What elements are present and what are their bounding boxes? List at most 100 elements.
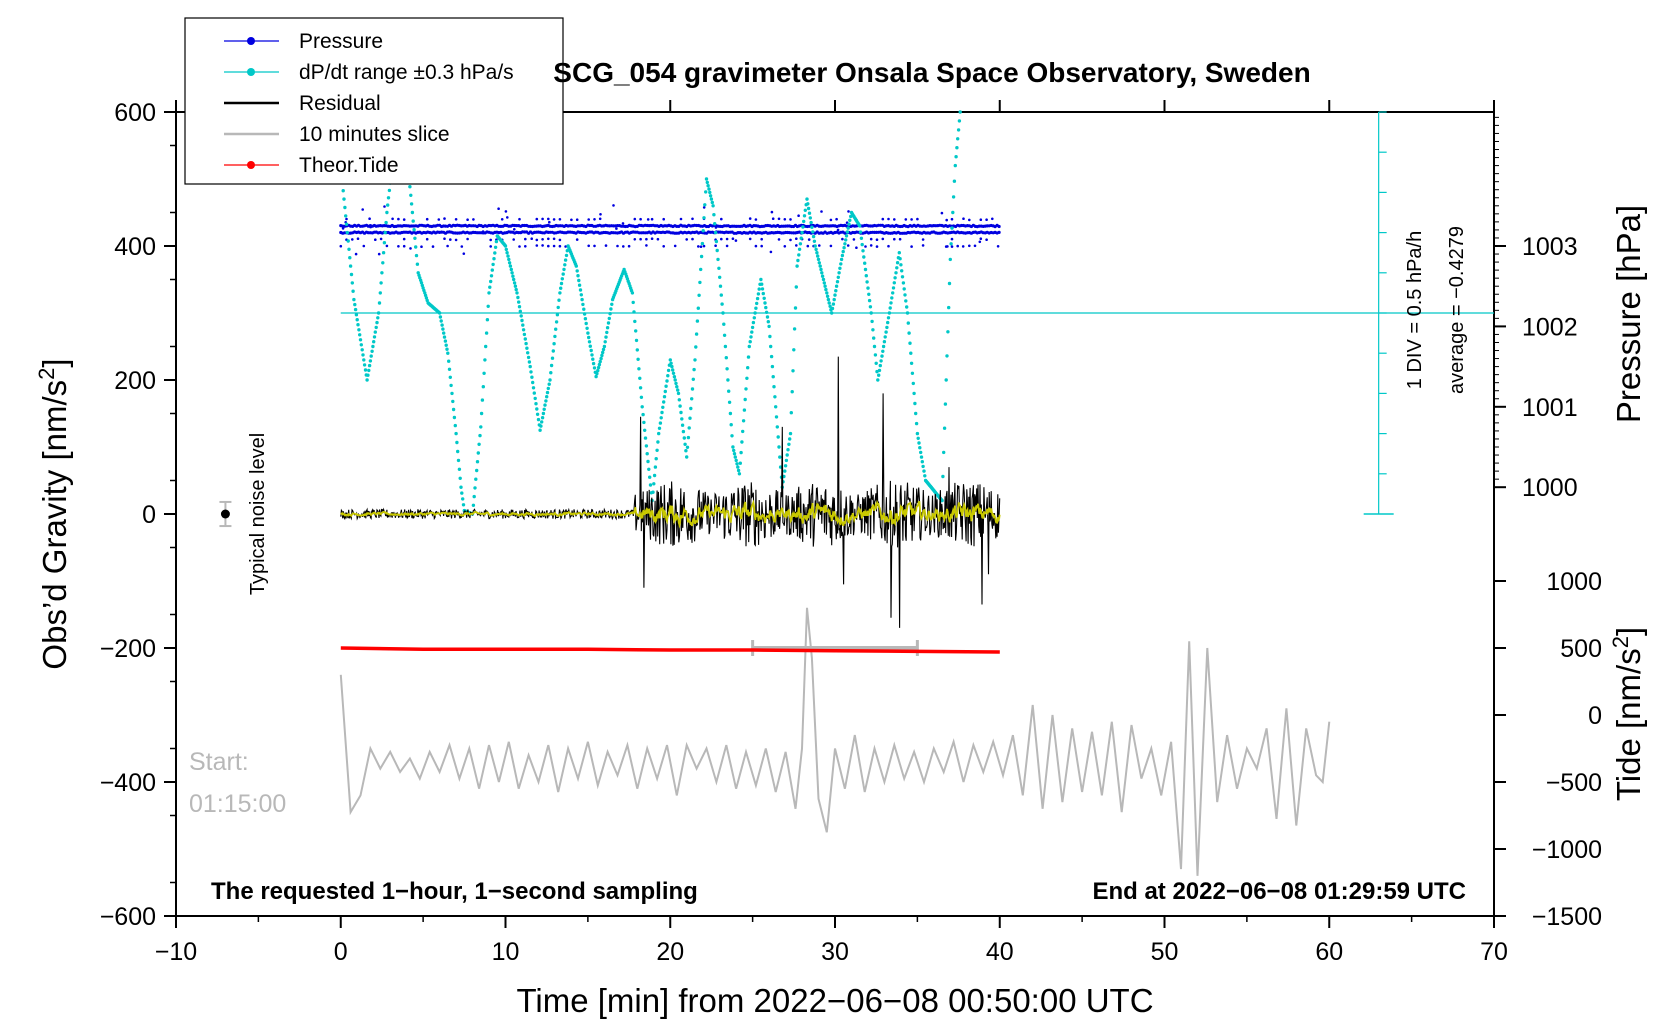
dpdt-point: [947, 281, 952, 286]
dpdt-point: [550, 356, 555, 360]
dpdt-point: [635, 348, 639, 352]
pressure-point: [547, 244, 550, 248]
dpdt-point: [587, 340, 592, 344]
dpdt-point: [699, 254, 704, 259]
dpdt-point: [862, 255, 866, 259]
dpdt-point: [891, 286, 896, 290]
pressure-point: [702, 206, 706, 209]
dpdt-point: [343, 205, 347, 210]
dpdt-point: [778, 455, 782, 459]
dpdt-point: [894, 271, 898, 275]
dpdt-point: [734, 458, 738, 463]
dpdt-point: [807, 211, 812, 215]
dpdt-point: [506, 254, 510, 258]
dpdt-point: [478, 433, 482, 438]
dpdt-point: [947, 305, 951, 310]
pressure-point: [425, 217, 429, 221]
pressure-point: [341, 227, 345, 230]
dpdt-point: [631, 300, 635, 305]
pressure-point: [385, 244, 389, 248]
pressure-point: [552, 218, 556, 221]
dpdt-point: [525, 346, 529, 350]
pressure-point: [437, 218, 441, 221]
pressure-point: [852, 238, 856, 241]
dpdt-point: [691, 377, 695, 381]
dpdt-point: [768, 334, 772, 339]
dpdt-point: [865, 280, 869, 284]
dpdt-point: [456, 449, 460, 454]
pressure-point: [615, 227, 618, 230]
dpdt-point: [943, 402, 948, 406]
dpdt-point: [514, 287, 518, 292]
dpdt-point: [656, 440, 660, 444]
dpdt-point: [439, 319, 443, 323]
pressure-point: [454, 238, 458, 242]
dpdt-point: [748, 340, 752, 344]
dpdt-point: [794, 285, 798, 289]
dpdt-point: [763, 301, 767, 305]
dpdt-point: [648, 475, 652, 479]
dpdt-point: [921, 464, 925, 469]
pressure-point: [697, 245, 700, 248]
dpdt-point: [666, 368, 671, 373]
pressure-point: [535, 244, 539, 247]
smoothed-series: [340, 499, 1001, 529]
dpdt-point: [822, 281, 826, 285]
dpdt-point: [903, 293, 907, 297]
pressure-point: [541, 217, 544, 221]
pressure-point: [956, 244, 959, 248]
dpdt-point: [919, 455, 924, 459]
dpdt-point: [557, 298, 561, 302]
pressure-tick-label: 1001: [1522, 394, 1578, 422]
dpdt-point: [750, 330, 754, 334]
dpdt-point: [445, 347, 449, 351]
x-tick-label: 50: [1151, 938, 1179, 966]
dpdt-point: [886, 320, 890, 325]
pressure-point: [898, 237, 902, 241]
dpdt-point: [720, 302, 724, 306]
noise-marker: [219, 500, 232, 528]
dpdt-point: [728, 411, 733, 416]
dpdt-point: [713, 230, 718, 235]
pressure-point: [552, 244, 556, 248]
dpdt-point: [541, 411, 546, 416]
dpdt-point: [564, 253, 569, 258]
dpdt-point: [554, 327, 558, 331]
dpdt-point: [712, 213, 716, 217]
dpdt-point: [701, 229, 705, 233]
legend-label: dP/dt range ±0.3 hPa/s: [299, 61, 514, 84]
dpdt-point: [895, 261, 900, 265]
dpdt-point: [798, 242, 803, 246]
dpdt-point: [450, 391, 454, 396]
dpdt-point: [601, 350, 605, 355]
dpdt-point: [740, 440, 744, 444]
pressure-point: [731, 237, 735, 240]
pressure-point: [887, 217, 890, 221]
dpdt-point: [722, 333, 727, 337]
dpdt-point: [454, 431, 458, 436]
legend-box: [184, 17, 564, 185]
pressure-point: [887, 244, 890, 248]
dpdt-point: [877, 373, 881, 377]
dpdt-point: [509, 267, 513, 272]
dpdt-point: [522, 332, 527, 337]
dpdt-point: [536, 417, 541, 422]
dpdt-point: [808, 216, 812, 220]
dpdt-point: [419, 281, 424, 285]
dpdt-point: [764, 305, 768, 310]
dpdt-point: [826, 297, 831, 302]
dpdt-point: [461, 503, 466, 507]
dpdt-point: [376, 311, 381, 315]
pressure-point: [771, 217, 775, 220]
pressure-point: [714, 226, 718, 229]
pressure-point: [673, 244, 677, 248]
dpdt-point: [941, 474, 945, 479]
dpdt-point: [604, 335, 608, 339]
dpdt-point: [755, 301, 759, 306]
pressure-point: [691, 217, 694, 221]
pressure-point: [950, 245, 954, 248]
dpdt-point: [678, 404, 682, 408]
dpdt-point: [647, 467, 651, 471]
dpdt-point: [555, 313, 560, 317]
dpdt-point: [730, 434, 734, 438]
